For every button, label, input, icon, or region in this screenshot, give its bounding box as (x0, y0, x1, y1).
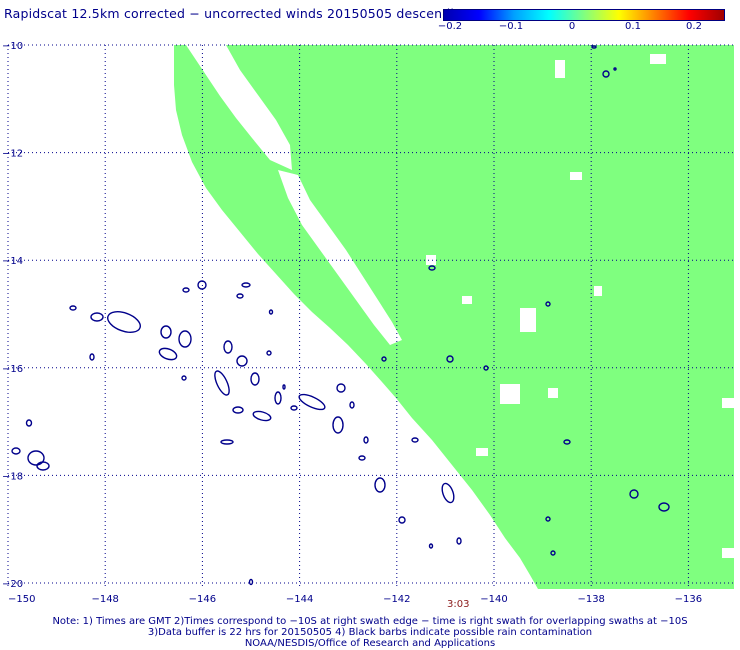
lon-label: −148 (91, 594, 118, 605)
swath-hole (426, 255, 436, 265)
plot-title: Rapidscat 12.5km corrected − uncorrected… (4, 6, 471, 21)
island (658, 502, 670, 512)
island (90, 312, 104, 322)
island (411, 437, 419, 443)
island (268, 309, 274, 315)
island (629, 489, 639, 499)
island (232, 406, 244, 414)
island (545, 516, 551, 522)
island (236, 355, 248, 367)
island (220, 439, 234, 445)
island (441, 482, 455, 504)
island-outlines (11, 45, 670, 586)
island (456, 537, 462, 545)
island (241, 282, 251, 288)
colorbar-tick: −0.2 (437, 21, 463, 32)
lon-label: −144 (286, 594, 313, 605)
island (69, 305, 77, 311)
island (36, 461, 50, 471)
island (374, 477, 386, 493)
lat-label: −18 (2, 471, 23, 482)
island (545, 301, 551, 307)
axis-labels: −10 −12 −14 −16 −18 −20 −150 −148 −146 −144 −142 −1… (2, 41, 702, 605)
island (332, 416, 344, 434)
island (398, 516, 406, 524)
island (336, 383, 346, 393)
colorbar (443, 9, 725, 21)
note-line-1: Note: 1) Times are GMT 2)Times correspon… (52, 616, 688, 627)
lon-label: −138 (577, 594, 604, 605)
swath-hole (520, 308, 536, 332)
island (250, 372, 260, 386)
island (182, 287, 190, 293)
note-line-2: 3)Data buffer is 22 hrs for 20150505 4) … (147, 627, 593, 638)
lon-label: −142 (383, 594, 410, 605)
lat-label: −12 (2, 149, 23, 160)
island (591, 45, 597, 49)
island (160, 325, 172, 339)
island (428, 543, 434, 549)
island (349, 401, 355, 409)
island (223, 340, 233, 354)
island (11, 447, 21, 455)
island (550, 550, 556, 556)
colorbar-tick: −0.1 (498, 21, 524, 32)
swath-time: 3:03 (447, 599, 470, 610)
island (358, 455, 366, 461)
swath-hole (476, 448, 488, 456)
lon-label: −136 (675, 594, 702, 605)
island (483, 365, 489, 371)
island (178, 330, 192, 348)
swath-hole (462, 296, 472, 304)
island (107, 311, 141, 333)
note-line-3: NOAA/NESDIS/Office of Research and Appli… (244, 638, 496, 649)
lon-label: −140 (480, 594, 507, 605)
lat-label: −20 (2, 579, 23, 590)
island (236, 293, 244, 299)
colorbar-tick: 0 (568, 21, 576, 32)
island (446, 355, 454, 363)
island (27, 450, 45, 466)
island (298, 393, 326, 411)
lat-label: −10 (2, 41, 23, 52)
island (282, 384, 286, 390)
island (181, 375, 187, 381)
swath-hole (650, 54, 666, 64)
island (89, 353, 95, 361)
island (602, 70, 610, 78)
colorbar-tick: 0.1 (625, 21, 641, 32)
island (274, 391, 282, 405)
island (290, 405, 298, 411)
lon-label: −146 (189, 594, 216, 605)
swath-gap (186, 45, 292, 170)
swath-hole (722, 398, 734, 408)
lat-lon-grid (7, 44, 734, 589)
swath-hole (500, 384, 520, 404)
swath-hole (594, 286, 602, 296)
satellite-swath (174, 45, 734, 589)
island (248, 578, 254, 586)
island (214, 370, 230, 396)
island (381, 356, 387, 362)
lat-label: −14 (2, 256, 23, 267)
island (252, 410, 272, 422)
swath-region (174, 45, 734, 589)
lat-label: −16 (2, 364, 23, 375)
island (428, 265, 436, 271)
island (363, 436, 369, 444)
swath-hole (555, 60, 565, 78)
island (197, 280, 207, 290)
island (563, 439, 571, 445)
island (613, 67, 617, 71)
swath-hole (548, 388, 558, 398)
swath-hole (570, 172, 582, 180)
swath-gap (278, 170, 402, 345)
island (158, 347, 178, 361)
lon-label: −150 (8, 594, 35, 605)
island (25, 419, 33, 427)
island (266, 350, 272, 356)
swath-hole (722, 548, 734, 558)
colorbar-tick: 0.2 (686, 21, 702, 32)
